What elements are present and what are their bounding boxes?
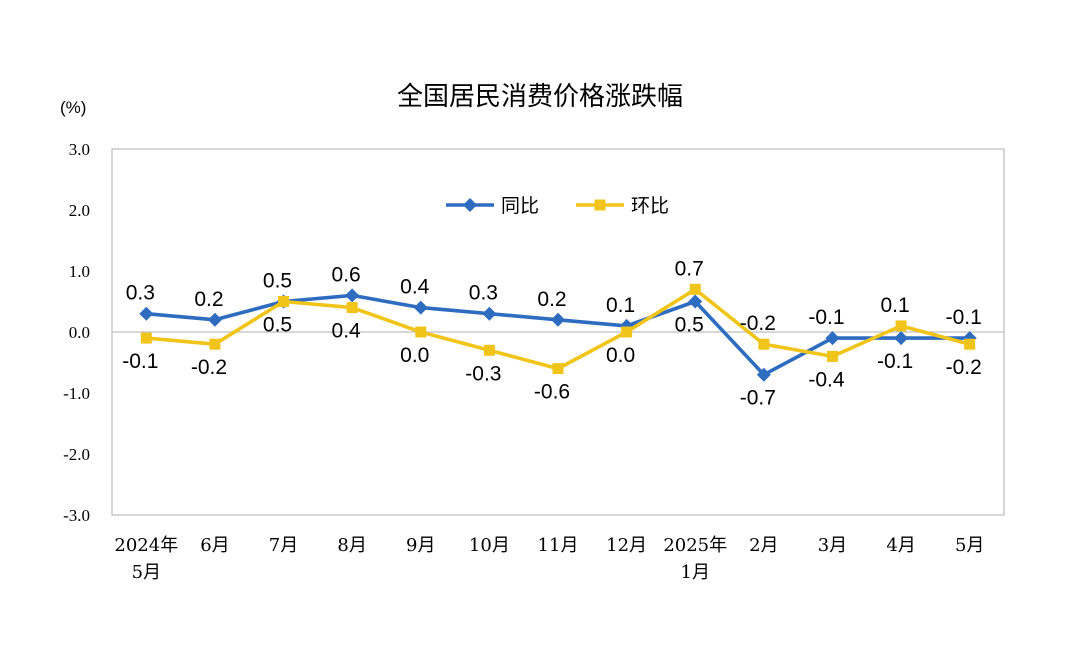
- data-label: 0.0: [606, 344, 635, 367]
- data-label: -0.3: [465, 362, 501, 385]
- y-tick-label: 1.0: [69, 262, 90, 281]
- data-label: -0.2: [946, 356, 982, 379]
- y-tick-label: -1.0: [63, 384, 90, 403]
- data-label: 0.7: [675, 257, 704, 280]
- series-1-point: [551, 312, 565, 327]
- series-1-point: [688, 294, 703, 309]
- x-tick-label: 10月: [469, 535, 510, 556]
- x-tick-label: 2月: [749, 535, 778, 556]
- data-label: 0.4: [332, 320, 362, 343]
- x-tick-label: 9月: [406, 535, 435, 556]
- data-label: -0.1: [122, 350, 158, 373]
- series-2-point: [346, 302, 358, 314]
- x-tick-label: 11月: [538, 535, 579, 556]
- series-2-point: [758, 338, 770, 350]
- legend-marker: [463, 198, 477, 212]
- series-2-point: [209, 338, 221, 350]
- y-tick-label: 2.0: [69, 201, 90, 220]
- data-label: -0.2: [191, 356, 227, 379]
- data-label: 0.3: [469, 282, 498, 305]
- data-label: -0.2: [740, 312, 776, 335]
- data-label: 0.5: [263, 270, 292, 293]
- chart-title: 全国居民消费价格涨跌幅: [396, 82, 683, 112]
- x-tick-label: 6月: [200, 535, 229, 556]
- series-1-point: [413, 300, 428, 315]
- legend-marker: [594, 199, 606, 211]
- y-tick-label: 0.0: [69, 323, 90, 342]
- data-label: 0.3: [126, 282, 155, 305]
- y-tick-label: -2.0: [63, 445, 90, 464]
- x-tick-label: 8月: [337, 535, 366, 556]
- y-tick-label: -3.0: [63, 506, 90, 525]
- data-label: 0.1: [606, 294, 635, 317]
- legend-label: 环比: [631, 195, 669, 217]
- series-1-point: [345, 288, 360, 303]
- x-tick-label: 7月: [269, 535, 298, 556]
- x-tick-label: 1月: [681, 562, 710, 583]
- data-label: 0.1: [880, 294, 909, 317]
- series-2-point: [278, 296, 290, 307]
- x-tick-label: 12月: [606, 535, 647, 556]
- x-tick-label: 5月: [955, 535, 984, 556]
- series-2-point: [826, 350, 838, 362]
- y-tick-label: 3.0: [69, 140, 90, 159]
- x-tick-label: 3月: [818, 535, 847, 556]
- series-2-point: [895, 320, 907, 332]
- series-1-point: [825, 331, 840, 346]
- data-label: 0.5: [263, 314, 292, 337]
- x-tick-label: 2025年: [663, 535, 727, 556]
- series-2-point: [552, 363, 564, 375]
- series-1-point: [894, 331, 909, 346]
- series-2-point: [689, 283, 701, 295]
- data-label: -0.6: [534, 381, 570, 404]
- data-label: 0.4: [400, 276, 430, 299]
- x-tick-label: 4月: [886, 535, 915, 556]
- data-label: 0.2: [537, 288, 566, 311]
- series-2-point: [483, 344, 495, 356]
- data-label: -0.1: [808, 306, 844, 329]
- data-label: -0.1: [877, 350, 913, 373]
- data-label: 0.5: [675, 314, 704, 337]
- data-label: 0.0: [400, 344, 429, 367]
- series-2-point: [415, 326, 427, 338]
- data-label: 0.6: [332, 263, 361, 286]
- series-2-point: [621, 326, 633, 338]
- series-1-point: [207, 312, 222, 327]
- data-label: -0.4: [808, 368, 845, 391]
- x-tick-label: 2024年: [114, 535, 178, 556]
- data-label: -0.7: [740, 387, 776, 410]
- series-1-point: [482, 306, 497, 321]
- x-tick-label: 5月: [132, 562, 161, 583]
- series-2-point: [964, 338, 976, 350]
- data-label: -0.1: [946, 306, 982, 329]
- series-1-point: [756, 367, 771, 382]
- series-1-point: [139, 306, 154, 321]
- legend-label: 同比: [501, 195, 539, 217]
- data-label: 0.2: [194, 288, 223, 311]
- series-2-point: [140, 332, 152, 344]
- y-unit-label: (%): [60, 98, 87, 117]
